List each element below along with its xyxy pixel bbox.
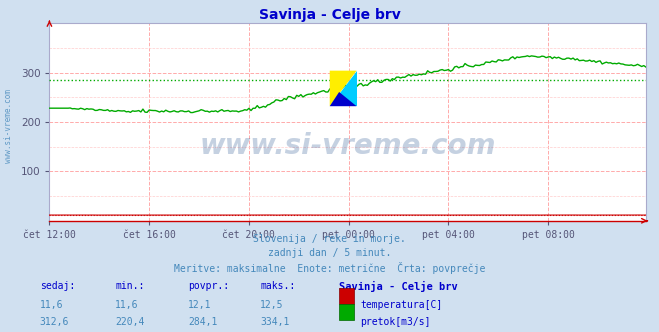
Text: Savinja - Celje brv: Savinja - Celje brv [339, 281, 458, 291]
Text: 12,1: 12,1 [188, 300, 212, 310]
Text: maks.:: maks.: [260, 281, 295, 290]
Polygon shape [330, 71, 357, 106]
Text: 334,1: 334,1 [260, 317, 290, 327]
Text: www.si-vreme.com: www.si-vreme.com [200, 132, 496, 160]
Text: Meritve: maksimalne  Enote: metrične  Črta: povprečje: Meritve: maksimalne Enote: metrične Črta… [174, 262, 485, 274]
Text: sedaj:: sedaj: [40, 281, 74, 290]
Text: 11,6: 11,6 [40, 300, 63, 310]
Text: 312,6: 312,6 [40, 317, 69, 327]
Text: Savinja - Celje brv: Savinja - Celje brv [258, 8, 401, 22]
Text: Slovenija / reke in morje.: Slovenija / reke in morje. [253, 234, 406, 244]
Text: 11,6: 11,6 [115, 300, 139, 310]
Text: zadnji dan / 5 minut.: zadnji dan / 5 minut. [268, 248, 391, 258]
Text: 220,4: 220,4 [115, 317, 145, 327]
Text: povpr.:: povpr.: [188, 281, 229, 290]
Text: 12,5: 12,5 [260, 300, 284, 310]
Text: pretok[m3/s]: pretok[m3/s] [360, 317, 431, 327]
Text: temperatura[C]: temperatura[C] [360, 300, 443, 310]
Polygon shape [330, 71, 357, 106]
Text: min.:: min.: [115, 281, 145, 290]
Text: www.si-vreme.com: www.si-vreme.com [4, 89, 13, 163]
Text: 284,1: 284,1 [188, 317, 217, 327]
Polygon shape [330, 92, 357, 106]
